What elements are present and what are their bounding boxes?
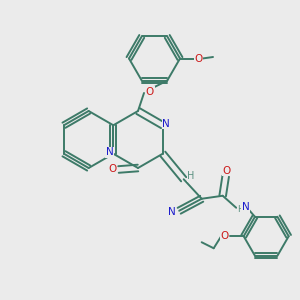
Text: N: N — [162, 119, 170, 129]
Text: H: H — [237, 205, 244, 214]
Text: O: O — [194, 53, 203, 64]
Text: N: N — [106, 147, 114, 157]
Text: O: O — [108, 164, 117, 175]
Text: O: O — [146, 86, 154, 97]
Text: O: O — [221, 231, 229, 241]
Text: H: H — [188, 171, 195, 181]
Text: N: N — [168, 207, 176, 217]
Text: O: O — [223, 166, 231, 176]
Text: N: N — [242, 202, 250, 212]
